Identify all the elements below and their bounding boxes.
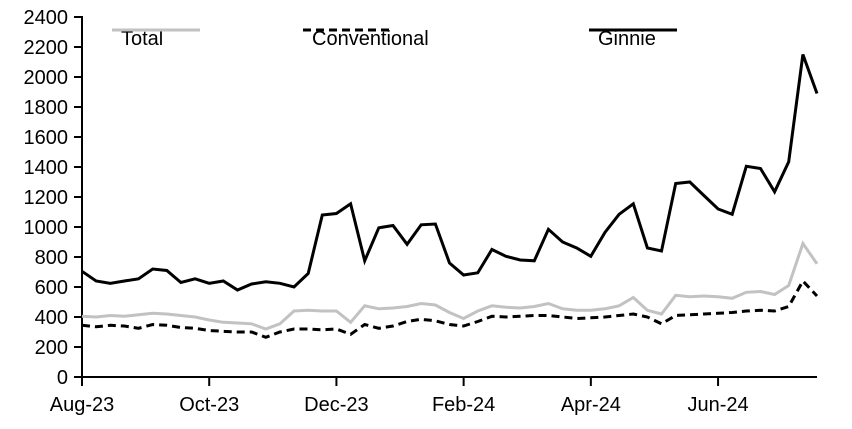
ginnie-series-line	[81, 53, 819, 292]
y-tick-label-400: 400	[35, 307, 68, 329]
x-tick-label-Feb-24: Feb-24	[432, 394, 495, 416]
x-tick-label-Jun-24: Jun-24	[687, 394, 748, 416]
y-tick-label-1200: 1200	[24, 187, 69, 209]
conventional-series-line	[81, 278, 819, 339]
y-tick-label-1600: 1600	[24, 127, 69, 149]
y-tick-label-1400: 1400	[24, 157, 69, 179]
y-tick-label-2400: 2400	[24, 7, 69, 29]
x-tick-label-Aug-23: Aug-23	[50, 394, 115, 416]
y-tick-label-200: 200	[35, 337, 68, 359]
x-tick-label-Oct-23: Oct-23	[179, 394, 239, 416]
total-series-line	[81, 240, 819, 331]
y-tick-label-2000: 2000	[24, 67, 69, 89]
y-tick-label-1000: 1000	[24, 217, 69, 239]
x-tick-label-Dec-23: Dec-23	[304, 394, 368, 416]
x-tick-label-Apr-24: Apr-24	[561, 394, 621, 416]
y-tick-label-600: 600	[35, 277, 68, 299]
y-tick-label-2200: 2200	[24, 37, 69, 59]
y-tick-label-800: 800	[35, 247, 68, 269]
y-tick-label-1800: 1800	[24, 97, 69, 119]
y-tick-label-0: 0	[57, 367, 68, 389]
